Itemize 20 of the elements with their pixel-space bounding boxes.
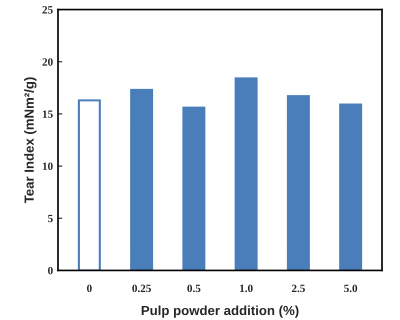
y-tick-label: 25 (42, 6, 53, 14)
bar (286, 95, 310, 270)
y-tick-label: 20 (42, 58, 53, 66)
y-axis-title: Tear Index (mNm²/g) (24, 77, 36, 204)
y-tick-label: 15 (42, 110, 53, 118)
bar (182, 106, 206, 270)
x-tick-label: 0.25 (132, 284, 151, 292)
y-tick-label: 0 (48, 266, 53, 274)
x-tick-label: 2.5 (292, 284, 305, 292)
y-tick-label: 5 (48, 214, 53, 222)
x-tick-label: 0.5 (187, 284, 200, 292)
x-tick-label: 0 (87, 284, 92, 292)
x-axis-title: Pulp powder addition (%) (142, 305, 299, 318)
x-tick-label: 5.0 (344, 284, 358, 292)
bar (130, 88, 154, 270)
bar (234, 77, 258, 270)
x-tick-label: 1.0 (240, 284, 253, 292)
bar (78, 99, 101, 270)
y-tick-label: 10 (42, 162, 53, 170)
bar (339, 103, 362, 270)
